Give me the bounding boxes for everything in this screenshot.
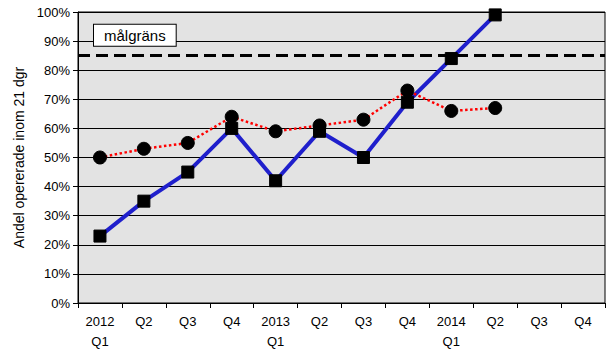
svg-text:20%: 20%: [44, 237, 70, 252]
svg-text:Q4: Q4: [574, 314, 591, 329]
svg-text:2013: 2013: [261, 314, 290, 329]
svg-text:målgräns: målgräns: [104, 27, 166, 44]
svg-text:80%: 80%: [44, 63, 70, 78]
svg-text:0%: 0%: [51, 296, 70, 311]
svg-text:Q3: Q3: [530, 314, 547, 329]
svg-text:Q3: Q3: [355, 314, 372, 329]
svg-text:90%: 90%: [44, 34, 70, 49]
svg-text:30%: 30%: [44, 208, 70, 223]
svg-text:Q1: Q1: [91, 334, 108, 349]
svg-text:Q2: Q2: [311, 314, 328, 329]
svg-text:40%: 40%: [44, 179, 70, 194]
svg-text:Q4: Q4: [223, 314, 240, 329]
svg-text:Q1: Q1: [443, 334, 460, 349]
svg-text:Q1: Q1: [267, 334, 284, 349]
svg-text:2012: 2012: [85, 314, 114, 329]
svg-text:Q3: Q3: [179, 314, 196, 329]
svg-text:2014: 2014: [437, 314, 466, 329]
svg-text:50%: 50%: [44, 150, 70, 165]
svg-text:10%: 10%: [44, 266, 70, 281]
svg-text:Andel opererade inom 21 dgr: Andel opererade inom 21 dgr: [11, 66, 27, 248]
svg-text:100%: 100%: [37, 5, 71, 20]
svg-text:Q2: Q2: [487, 314, 504, 329]
svg-text:Q2: Q2: [135, 314, 152, 329]
svg-text:60%: 60%: [44, 121, 70, 136]
svg-text:70%: 70%: [44, 92, 70, 107]
svg-text:Q4: Q4: [399, 314, 416, 329]
